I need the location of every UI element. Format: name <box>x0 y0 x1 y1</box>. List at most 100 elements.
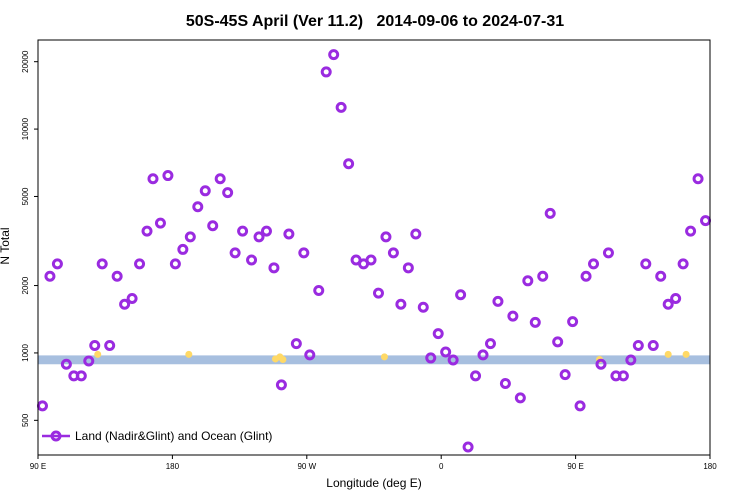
highlight-point <box>380 353 388 361</box>
data-point <box>522 275 534 287</box>
data-point <box>51 258 63 270</box>
data-point <box>580 270 592 282</box>
data-point <box>387 247 399 259</box>
data-point <box>207 220 219 232</box>
y-tick-label: 500 <box>21 413 30 427</box>
plot-frame <box>37 39 711 456</box>
data-point <box>700 215 712 227</box>
data-point <box>455 289 467 301</box>
data-point <box>199 185 211 197</box>
data-point <box>484 338 496 350</box>
data-point <box>662 298 674 310</box>
highlight-point <box>94 350 102 358</box>
data-point <box>104 339 116 351</box>
data-point <box>470 370 482 382</box>
x-tick-label: 90 W <box>297 462 316 471</box>
data-point <box>290 338 302 350</box>
data-point <box>529 316 541 328</box>
data-point <box>147 173 159 185</box>
data-point <box>625 354 637 366</box>
data-point <box>320 66 332 78</box>
data-point <box>44 270 56 282</box>
data-point <box>162 170 174 182</box>
data-point <box>440 346 452 358</box>
data-points-layer <box>36 49 712 453</box>
data-point <box>253 231 265 243</box>
data-point <box>425 352 437 364</box>
data-point <box>60 358 72 370</box>
data-point <box>222 187 234 199</box>
data-point <box>313 285 325 297</box>
data-point <box>335 101 347 113</box>
data-point <box>647 339 659 351</box>
data-point <box>246 254 258 266</box>
data-point <box>514 392 526 404</box>
x-tick-label: 90 E <box>567 462 583 471</box>
data-point <box>111 270 123 282</box>
highlight-point <box>185 350 193 358</box>
data-point <box>462 441 474 453</box>
y-axis-ticks: 500 1000 2000 5000 10000 20000 <box>21 50 38 427</box>
reference-band-layer <box>38 355 710 365</box>
data-point <box>552 336 564 348</box>
data-point <box>617 370 629 382</box>
data-point <box>595 358 607 370</box>
data-point <box>372 287 384 299</box>
data-point <box>260 225 272 237</box>
data-point <box>670 293 682 305</box>
data-point <box>365 254 377 266</box>
data-point <box>588 258 600 270</box>
data-point <box>692 173 704 185</box>
highlight-point <box>682 350 690 358</box>
data-point <box>96 258 108 270</box>
data-point <box>275 379 287 391</box>
data-point <box>632 339 644 351</box>
highlight-point <box>279 355 287 363</box>
data-point <box>499 378 511 390</box>
data-point <box>602 247 614 259</box>
data-point <box>685 225 697 237</box>
x-axis-title: Longitude (deg E) <box>326 476 421 490</box>
data-point <box>268 262 280 274</box>
data-point <box>83 355 95 367</box>
y-tick-label: 10000 <box>21 117 30 140</box>
legend-marker <box>50 430 62 442</box>
chart-title: 50S-45S April (Ver 11.2) 2014-09-06 to 2… <box>186 13 564 30</box>
data-point <box>417 301 429 313</box>
x-tick-label: 180 <box>703 462 717 471</box>
data-point <box>184 231 196 243</box>
data-point <box>574 400 586 412</box>
data-point <box>507 310 519 322</box>
legend: Land (Nadir&Glint) and Ocean (Glint) <box>42 429 272 443</box>
data-point <box>380 231 392 243</box>
data-point <box>544 207 556 219</box>
data-point <box>640 258 652 270</box>
y-axis-title: N Total <box>0 227 12 264</box>
data-point <box>192 201 204 213</box>
data-point <box>298 247 310 259</box>
data-point <box>304 349 316 361</box>
data-point <box>655 270 667 282</box>
data-point <box>177 243 189 255</box>
y-tick-label: 2000 <box>21 276 30 294</box>
data-point <box>169 258 181 270</box>
data-point <box>492 295 504 307</box>
data-point <box>134 258 146 270</box>
highlight-points-layer <box>94 350 690 363</box>
data-point <box>432 328 444 340</box>
highlight-point <box>664 350 672 358</box>
data-point <box>447 354 459 366</box>
data-point <box>214 173 226 185</box>
data-point <box>89 339 101 351</box>
data-point <box>395 298 407 310</box>
reference-band <box>38 355 710 365</box>
data-point <box>141 225 153 237</box>
data-point <box>75 370 87 382</box>
data-point <box>119 298 131 310</box>
y-tick-label: 20000 <box>21 50 30 73</box>
data-point <box>126 293 138 305</box>
y-tick-label: 5000 <box>21 187 30 205</box>
y-tick-label: 1000 <box>21 343 30 361</box>
data-point <box>229 247 241 259</box>
